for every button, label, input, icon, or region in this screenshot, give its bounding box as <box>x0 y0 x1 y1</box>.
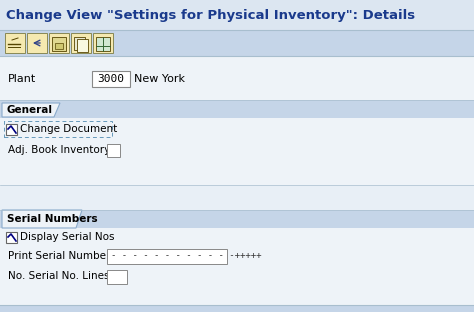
Bar <box>6 124 17 135</box>
Bar <box>4 121 112 137</box>
Text: Change Document: Change Document <box>20 124 117 134</box>
Bar <box>77 39 88 52</box>
Text: General: General <box>7 105 53 115</box>
Text: Adj. Book Inventory: Adj. Book Inventory <box>8 145 110 155</box>
Text: Display Serial Nos: Display Serial Nos <box>20 232 115 242</box>
Polygon shape <box>2 103 60 117</box>
Polygon shape <box>2 210 82 228</box>
Bar <box>0 56 474 100</box>
Bar <box>92 71 130 87</box>
Text: Plant: Plant <box>8 74 36 84</box>
Text: - - - - - - - - - - - -+++++: - - - - - - - - - - - -+++++ <box>111 251 262 261</box>
Bar <box>0 210 474 228</box>
Bar <box>0 185 474 210</box>
Bar <box>0 0 474 30</box>
Text: Serial Numbers: Serial Numbers <box>7 214 98 224</box>
Text: Change View "Settings for Physical Inventory": Details: Change View "Settings for Physical Inven… <box>6 9 415 22</box>
Text: 3000: 3000 <box>98 74 125 84</box>
Text: Print Serial Numbers: Print Serial Numbers <box>8 251 116 261</box>
Bar <box>6 232 17 243</box>
Bar <box>5 33 25 53</box>
Bar <box>107 249 227 264</box>
Bar <box>107 144 120 157</box>
Bar <box>96 37 110 51</box>
Bar <box>0 228 474 305</box>
Bar <box>71 33 91 53</box>
Bar <box>52 37 66 51</box>
Text: New York: New York <box>134 74 185 84</box>
Bar <box>93 33 113 53</box>
Bar <box>27 33 47 53</box>
Bar <box>49 33 69 53</box>
Bar <box>0 30 474 56</box>
Bar <box>0 100 474 118</box>
Bar <box>107 270 127 284</box>
Bar <box>0 118 474 185</box>
Bar <box>55 43 63 49</box>
Bar <box>74 37 85 50</box>
Text: No. Serial No. Lines: No. Serial No. Lines <box>8 271 109 281</box>
Bar <box>0 305 474 312</box>
